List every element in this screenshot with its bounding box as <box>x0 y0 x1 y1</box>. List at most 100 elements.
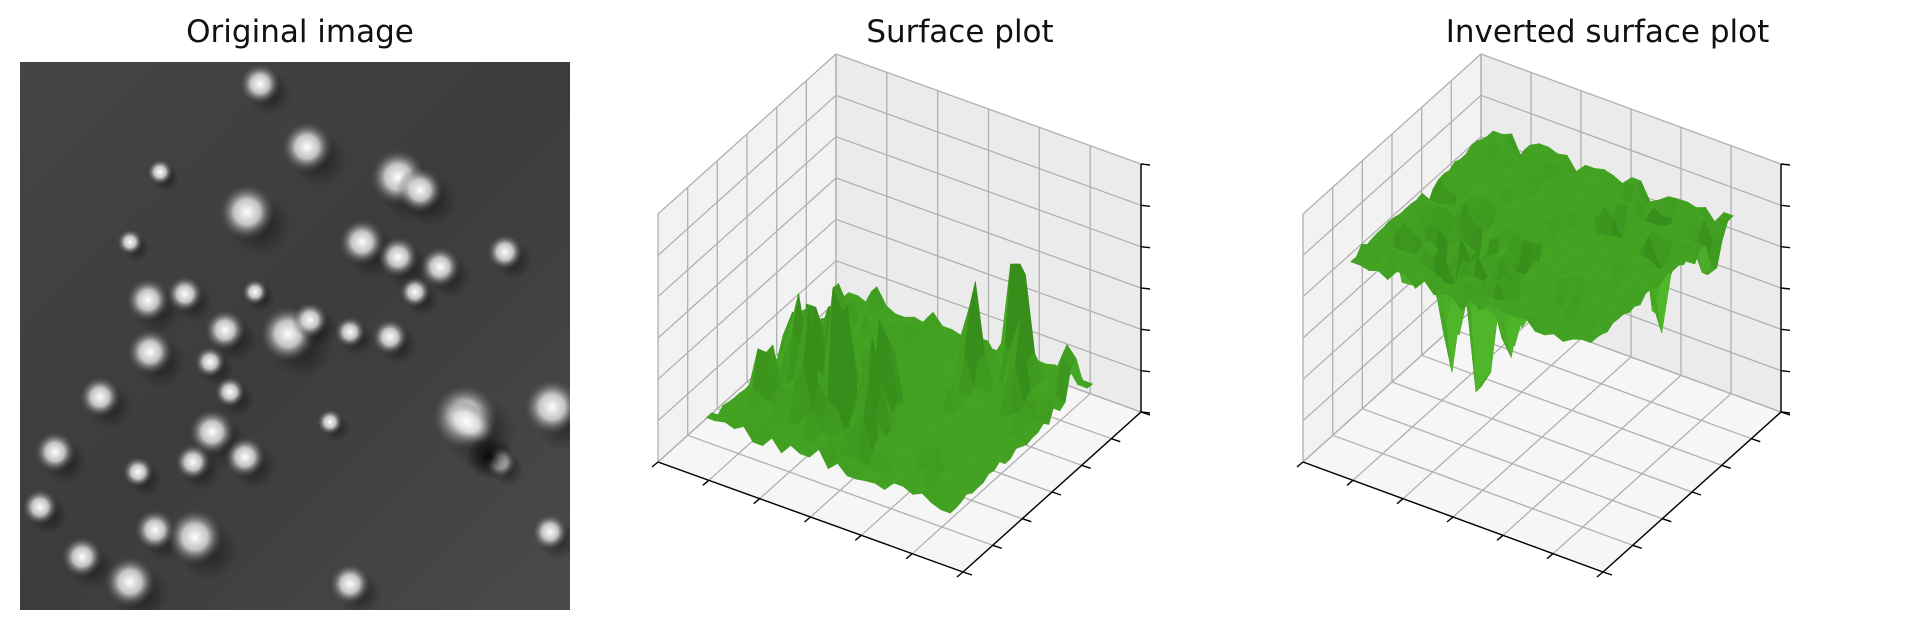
inverted-surface-plot-panel: Inverted surface plot <box>1290 0 1925 634</box>
z-tick <box>1780 204 1791 207</box>
y-tick <box>992 544 1002 549</box>
y-tick <box>1081 464 1091 469</box>
bright-blob <box>166 275 204 313</box>
x-tick <box>702 479 710 486</box>
surface <box>705 263 1094 514</box>
grayscale-image <box>20 62 570 610</box>
bright-blob <box>166 508 224 566</box>
x-tick <box>1346 479 1354 486</box>
bright-blob <box>122 456 154 488</box>
bright-blob <box>104 556 156 608</box>
bright-blob <box>371 318 409 356</box>
y-tick <box>1691 491 1702 496</box>
y-tick <box>1751 438 1761 443</box>
y-tick <box>1721 464 1731 469</box>
bright-blob <box>188 408 236 456</box>
y-tick <box>1602 571 1613 576</box>
y-tick <box>962 571 973 576</box>
bright-blob <box>523 378 570 436</box>
original-image <box>20 62 570 610</box>
x-tick <box>956 571 964 578</box>
gridline <box>1451 328 1752 440</box>
z-tick <box>1140 204 1151 207</box>
bright-blob <box>79 376 121 418</box>
bright-blob <box>338 218 386 266</box>
bright-blob <box>21 488 59 526</box>
surface-facet <box>940 504 957 514</box>
x-tick <box>1446 516 1454 523</box>
y-tick <box>1051 491 1062 496</box>
surface-plot-title: Surface plot <box>866 14 1054 50</box>
bright-blob <box>224 436 266 478</box>
bright-blob <box>242 279 268 305</box>
original-image-panel: Original image <box>0 0 600 634</box>
z-tick <box>1140 287 1151 290</box>
z-tick <box>1780 163 1791 166</box>
y-tick <box>1632 544 1642 549</box>
inverted-surface-plot-axes <box>1296 53 1791 578</box>
surface-facet <box>1581 334 1597 344</box>
bright-blob <box>377 236 419 278</box>
gridline <box>1302 53 1482 215</box>
gridline <box>657 53 837 215</box>
bright-blob <box>419 246 461 288</box>
x-tick <box>651 461 659 468</box>
gridline <box>1480 53 1782 165</box>
bright-blob <box>134 509 176 551</box>
z-tick <box>1140 370 1151 373</box>
bright-blob <box>147 159 173 185</box>
z-tick <box>1780 370 1791 373</box>
y-tick <box>1111 438 1121 443</box>
y-tick <box>1022 518 1032 523</box>
gridline <box>1302 94 1482 256</box>
bright-blob <box>486 233 524 271</box>
z-tick <box>1780 246 1791 249</box>
gridline <box>1480 94 1782 206</box>
x-tick <box>1396 498 1404 505</box>
z-tick <box>1140 163 1151 166</box>
bright-blob <box>117 229 143 255</box>
bright-blob <box>125 277 171 323</box>
y-tick <box>1662 518 1672 523</box>
x-tick <box>1546 553 1554 560</box>
bright-blob <box>218 183 276 241</box>
z-tick <box>1140 328 1151 331</box>
surface <box>1350 130 1734 393</box>
bright-blob <box>439 399 495 445</box>
z-tick <box>1780 287 1791 290</box>
inverted-surface-plot-title: Inverted surface plot <box>1445 14 1770 50</box>
bright-blob <box>291 301 329 339</box>
bright-blob <box>214 376 246 408</box>
x-tick <box>905 553 913 560</box>
x-tick <box>1596 571 1604 578</box>
axes3d <box>651 53 1151 578</box>
surface-plot-axes <box>651 53 1151 578</box>
bright-blob <box>399 276 431 308</box>
bright-blob <box>194 346 226 378</box>
x-tick <box>753 498 761 505</box>
gridline <box>835 53 1142 165</box>
x-tick <box>854 534 862 541</box>
bright-blob <box>61 536 103 578</box>
z-tick <box>1140 246 1151 249</box>
bright-blob <box>34 431 76 473</box>
bright-blob <box>396 166 444 214</box>
z-tick <box>1780 328 1791 331</box>
blob-shadow <box>466 435 514 479</box>
gridline <box>657 94 837 256</box>
bright-blob <box>281 121 333 173</box>
gridline <box>835 94 1142 206</box>
y-tick <box>1780 411 1791 416</box>
bright-blob <box>204 309 246 351</box>
x-tick <box>1496 534 1504 541</box>
bright-blob <box>334 316 366 348</box>
bright-blob <box>531 513 569 551</box>
bright-blob <box>239 63 281 105</box>
x-tick <box>804 516 811 523</box>
bright-blob <box>317 409 343 435</box>
y-tick <box>1140 411 1151 416</box>
bright-blob <box>174 443 212 481</box>
original-image-title: Original image <box>186 14 414 50</box>
bright-blob <box>126 328 174 376</box>
bright-blob <box>329 563 371 605</box>
